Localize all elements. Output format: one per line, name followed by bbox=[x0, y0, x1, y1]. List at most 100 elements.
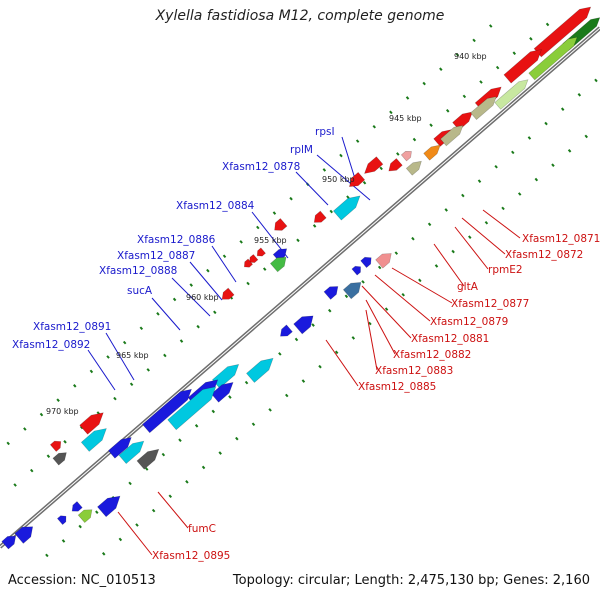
label-connector-line bbox=[105, 332, 135, 381]
label-connector-line bbox=[151, 297, 181, 331]
tick-dot bbox=[63, 440, 67, 444]
tick-dot bbox=[577, 93, 582, 97]
tick-dot bbox=[213, 310, 217, 315]
tick-dot bbox=[384, 307, 389, 311]
scale-tick-label: 965 kbp bbox=[116, 351, 149, 360]
tick-dot bbox=[61, 539, 66, 543]
gene-feature-glyph bbox=[342, 282, 362, 300]
gene-feature-glyph bbox=[280, 324, 293, 337]
gene-label-left: Xfasm12_0886 bbox=[137, 234, 216, 246]
map-title: Xylella fastidiosa M12, complete genome bbox=[155, 8, 445, 24]
label-connector-line bbox=[361, 285, 412, 339]
tick-dot bbox=[545, 22, 550, 27]
tick-dot bbox=[211, 409, 216, 414]
gene-label-right: Xfasm12_0883 bbox=[375, 365, 453, 377]
gene-feature-glyph bbox=[494, 79, 529, 110]
tick-dot bbox=[344, 294, 349, 299]
tick-dot bbox=[122, 340, 127, 345]
label-connector-line bbox=[171, 277, 211, 317]
tick-dot bbox=[46, 454, 51, 459]
gene-feature-glyph bbox=[56, 515, 67, 526]
tick-dot bbox=[178, 438, 182, 443]
tick-dot bbox=[329, 209, 333, 214]
tick-dot bbox=[156, 312, 160, 316]
label-connector-line bbox=[365, 299, 396, 355]
gene-feature-glyph bbox=[364, 156, 384, 174]
tick-dot bbox=[278, 352, 282, 356]
tick-dot bbox=[494, 164, 498, 169]
gene-label-right: Xfasm12_0895 bbox=[152, 550, 230, 562]
gene-feature-glyph bbox=[388, 158, 403, 172]
tick-dot bbox=[95, 510, 99, 514]
gene-feature-glyph bbox=[533, 6, 592, 58]
gene-label-left: Xfasm12_0887 bbox=[117, 250, 195, 262]
tick-dot bbox=[328, 308, 332, 313]
tick-dot bbox=[377, 265, 382, 270]
gene-label-right: Xfasm12_0885 bbox=[358, 381, 436, 393]
tick-dot bbox=[222, 254, 227, 259]
gene-feature-glyph bbox=[80, 428, 107, 452]
tick-dot bbox=[118, 537, 123, 542]
accession-text: Accession: NC_010513 bbox=[8, 573, 156, 588]
tick-dot bbox=[411, 236, 415, 241]
gene-label-right: Xfasm12_0879 bbox=[430, 316, 508, 328]
gene-feature-glyph bbox=[269, 256, 287, 273]
label-connector-line bbox=[87, 349, 116, 391]
gene-feature-glyph bbox=[528, 36, 578, 81]
tick-dot bbox=[339, 153, 343, 158]
gene-feature-glyph bbox=[79, 412, 104, 435]
tick-dot bbox=[346, 195, 350, 199]
gene-feature-glyph bbox=[503, 49, 542, 84]
tick-dot bbox=[529, 37, 533, 41]
tick-dot bbox=[168, 494, 173, 499]
gene-label-left: rplM bbox=[290, 144, 313, 156]
tick-dot bbox=[567, 149, 572, 153]
tick-dot bbox=[196, 324, 200, 329]
tick-dot bbox=[511, 150, 515, 155]
gene-feature-glyph bbox=[274, 218, 288, 231]
gene-feature-glyph bbox=[360, 256, 372, 269]
tick-dot bbox=[235, 436, 239, 441]
tick-dot bbox=[379, 166, 383, 171]
scale-tick-label: 945 kbp bbox=[389, 114, 422, 123]
gene-feature-glyph bbox=[400, 150, 412, 162]
gene-label-left: sucA bbox=[127, 285, 153, 297]
tick-dot bbox=[445, 109, 450, 113]
gene-feature-glyph bbox=[97, 495, 121, 518]
tick-dot bbox=[151, 508, 156, 513]
tick-dot bbox=[355, 139, 360, 143]
tick-dot bbox=[239, 240, 243, 244]
label-connector-line bbox=[433, 243, 465, 287]
tick-dot bbox=[296, 238, 300, 243]
tick-dot bbox=[451, 249, 455, 254]
gene-label-right: fumC bbox=[188, 523, 216, 535]
tick-dot bbox=[512, 51, 517, 56]
tick-dot bbox=[351, 336, 356, 340]
tick-dot bbox=[468, 235, 472, 239]
tick-dot bbox=[246, 281, 250, 286]
gene-feature-glyph bbox=[349, 171, 366, 187]
tick-dot bbox=[218, 451, 222, 455]
tick-dot bbox=[294, 337, 299, 342]
tick-dot bbox=[185, 480, 189, 484]
gene-feature-glyph bbox=[211, 363, 240, 389]
tick-dot bbox=[362, 180, 367, 185]
tick-dot bbox=[285, 393, 289, 398]
tick-dot bbox=[517, 192, 522, 196]
label-connector-line bbox=[211, 245, 237, 283]
gene-feature-glyph bbox=[332, 195, 361, 221]
gene-feature-glyph bbox=[14, 526, 34, 544]
tick-dot bbox=[201, 465, 206, 470]
tick-dot bbox=[39, 412, 44, 417]
tick-dot bbox=[418, 278, 422, 283]
scale-tick-label: 950 kbp bbox=[322, 175, 355, 184]
tick-dot bbox=[113, 396, 117, 401]
tick-dot bbox=[495, 65, 500, 70]
tick-dot bbox=[262, 267, 267, 271]
tick-dot bbox=[289, 196, 293, 201]
tick-dot bbox=[455, 52, 460, 57]
tick-dot bbox=[146, 368, 150, 372]
gene-label-left: Xfasm12_0892 bbox=[12, 339, 90, 351]
tick-dot bbox=[584, 134, 588, 139]
tick-dot bbox=[534, 177, 539, 182]
